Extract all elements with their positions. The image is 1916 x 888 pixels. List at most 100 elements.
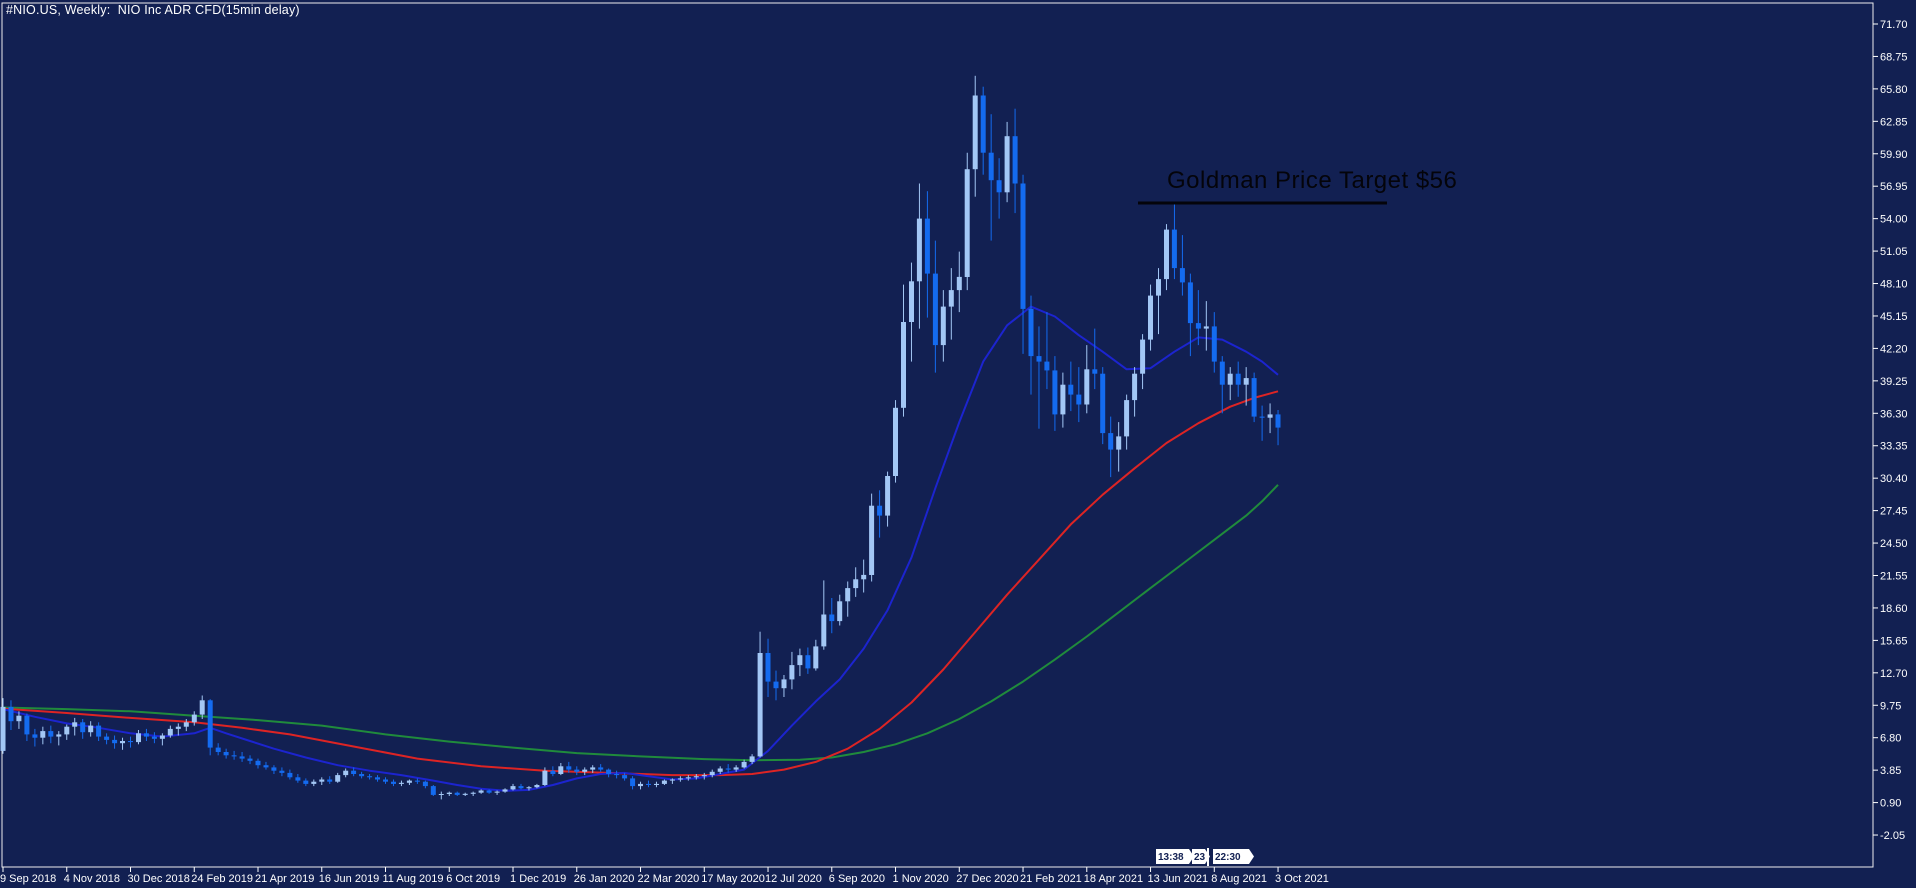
candle-body-down — [271, 767, 277, 771]
price-axis: 71.70 68.75 65.80 62.85 59.90 56.95 54.00 51.05… — [1873, 19, 1908, 842]
candle-body-down — [1235, 373, 1241, 385]
candle-body-down — [1195, 323, 1201, 329]
candle-body-up — [901, 322, 906, 408]
candle-body-up — [845, 588, 851, 602]
candle-body-down — [454, 792, 460, 795]
price-label: 71.70 — [1880, 19, 1908, 31]
candle-body-down — [80, 722, 86, 733]
candle-body-up — [542, 770, 548, 785]
candle-body-down — [8, 706, 14, 722]
candle-body-up — [940, 306, 946, 346]
candle-body-down — [151, 736, 157, 739]
candle-body-down — [773, 681, 779, 689]
candle-body-down — [1068, 384, 1074, 395]
date-label: 11 Aug 2019 — [383, 873, 444, 885]
candle-body-up — [558, 766, 564, 774]
candle-body-down — [614, 774, 620, 776]
candle-body-up — [948, 290, 954, 307]
annotation-price-target-text[interactable]: Goldman Price Target $56 — [1167, 167, 1458, 194]
candle-body-up — [813, 646, 819, 669]
candle-body-down — [96, 725, 102, 737]
candle-body-down — [924, 218, 930, 274]
candle-body-down — [1211, 326, 1217, 362]
candle-body-down — [1076, 394, 1082, 405]
candle-body-up — [701, 775, 707, 777]
candle-body-up — [1267, 414, 1273, 418]
candle-body-down — [48, 731, 54, 737]
candle-body-up — [1004, 136, 1010, 193]
price-label: 54.00 — [1880, 214, 1908, 226]
candle-body-up — [120, 741, 125, 744]
candle-body-up — [398, 782, 404, 784]
candle-body-down — [566, 766, 572, 770]
price-label: 45.15 — [1880, 311, 1908, 323]
candle-body-down — [1179, 268, 1185, 283]
candle-body-up — [590, 767, 596, 770]
candle-body-down — [1259, 416, 1265, 418]
candle-body-up — [964, 169, 970, 277]
time-flag[interactable] — [1156, 849, 1194, 864]
price-label: 33.35 — [1880, 441, 1908, 453]
date-label: 18 Apr 2021 — [1084, 873, 1143, 885]
date-label: 26 Jan 2020 — [574, 873, 635, 885]
candle-body-down — [725, 768, 731, 770]
candle-body-up — [16, 715, 22, 722]
candle-body-up — [72, 722, 78, 727]
candle-body-up — [0, 706, 6, 751]
candle-body-up — [1227, 373, 1233, 385]
candle-body-up — [916, 218, 922, 282]
candle-body-up — [510, 786, 516, 790]
date-label: 9 Sep 2018 — [0, 873, 56, 885]
price-label: 51.05 — [1880, 246, 1908, 258]
price-label: 59.90 — [1880, 149, 1908, 161]
price-label: 15.65 — [1880, 635, 1908, 647]
candle-body-up — [1148, 295, 1153, 340]
time-flag[interactable] — [1213, 849, 1254, 864]
date-label: 17 May 2020 — [701, 873, 765, 885]
date-label: 16 Jun 2019 — [319, 873, 380, 885]
price-label: 39.25 — [1880, 376, 1908, 388]
candle-body-down — [231, 755, 237, 757]
candle-body-down — [765, 653, 771, 682]
candle-body-down — [1036, 356, 1042, 362]
candle-body-down — [1187, 282, 1193, 324]
candle-body-up — [885, 476, 891, 516]
candle-body-up — [956, 276, 962, 291]
candle-body-up — [406, 780, 412, 783]
candle-body-down — [1100, 373, 1106, 434]
candle-body-up — [1243, 378, 1249, 385]
time-flag-label: 22:30 — [1215, 852, 1241, 863]
candles-layer — [0, 75, 1281, 800]
candle-body-up — [685, 777, 691, 779]
candle-body-down — [279, 770, 285, 773]
candle-body-up — [821, 614, 827, 647]
candle-body-down — [255, 760, 261, 766]
candle-body-up — [175, 726, 181, 729]
date-label: 22 Mar 2020 — [638, 873, 700, 885]
date-label: 27 Dec 2020 — [956, 873, 1018, 885]
candle-body-down — [223, 752, 229, 756]
date-label: 12 Jul 2020 — [765, 873, 822, 885]
candle-body-up — [470, 792, 476, 794]
candle-body-up — [654, 783, 659, 785]
candle-body-up — [1156, 279, 1161, 296]
candle-body-down — [287, 772, 293, 778]
date-label: 13 Jun 2021 — [1148, 873, 1209, 885]
candle-body-up — [797, 655, 803, 666]
candle-body-up — [534, 785, 540, 788]
time-flag[interactable] — [1192, 849, 1210, 864]
candle-body-up — [1164, 229, 1169, 280]
candle-body-up — [478, 790, 484, 793]
candle-body-down — [1092, 369, 1098, 374]
price-label: 27.45 — [1880, 506, 1908, 518]
candle-body-down — [303, 780, 309, 784]
candle-body-up — [661, 780, 667, 784]
candle-body-down — [877, 505, 883, 516]
candle-body-down — [486, 790, 492, 793]
candle-body-up — [757, 653, 763, 757]
candle-body-up — [741, 761, 747, 768]
time-flag-label: 23 — [1194, 852, 1206, 863]
price-label: 65.80 — [1880, 84, 1908, 96]
candle-body-up — [88, 725, 94, 733]
